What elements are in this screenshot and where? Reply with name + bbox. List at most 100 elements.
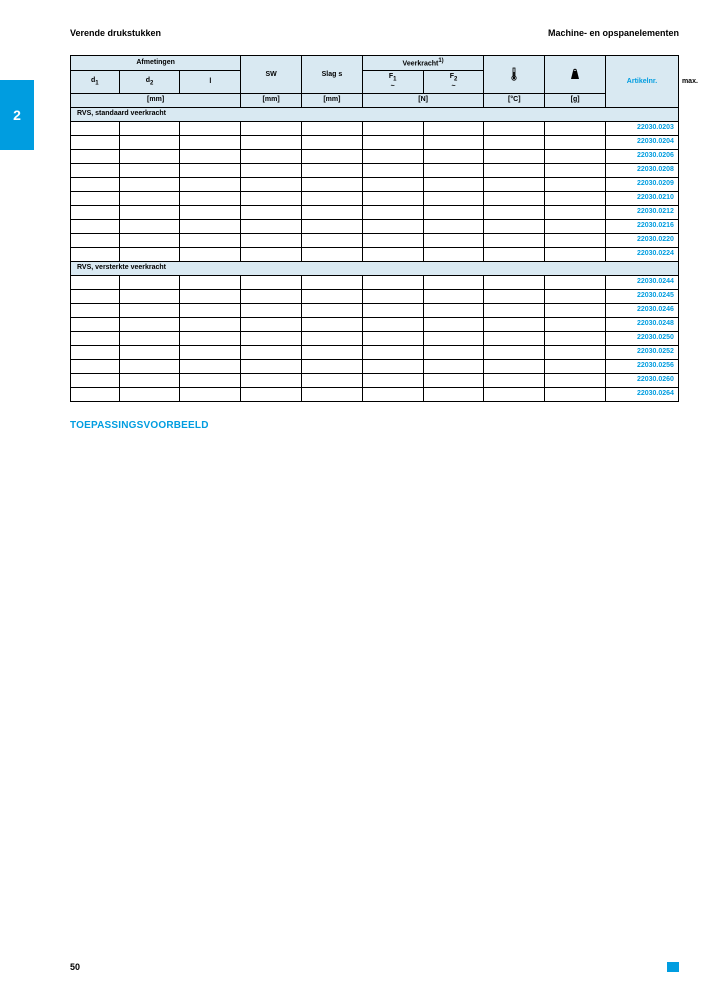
table-cell: [484, 219, 545, 233]
table-cell: [302, 359, 363, 373]
table-cell: [423, 387, 484, 401]
table-cell: [484, 373, 545, 387]
table-cell: [362, 247, 423, 261]
table-cell: [71, 345, 120, 359]
table-cell: [302, 247, 363, 261]
table-cell: [484, 191, 545, 205]
table-row: 22030.0212: [71, 205, 679, 219]
table-cell: [484, 135, 545, 149]
article-number-link[interactable]: 22030.0204: [606, 135, 679, 149]
table-cell: [119, 163, 180, 177]
table-cell: [302, 373, 363, 387]
table-cell: [119, 177, 180, 191]
table-cell: [362, 303, 423, 317]
table-cell: [119, 149, 180, 163]
table-cell: [302, 387, 363, 401]
table-cell: [545, 205, 606, 219]
article-number-link[interactable]: 22030.0245: [606, 289, 679, 303]
table-cell: [484, 345, 545, 359]
table-cell: [180, 387, 241, 401]
table-cell: [362, 331, 423, 345]
table-cell: [362, 317, 423, 331]
table-cell: [484, 275, 545, 289]
table-row: 22030.0244: [71, 275, 679, 289]
article-number-link[interactable]: 22030.0208: [606, 163, 679, 177]
table-cell: [180, 275, 241, 289]
article-number-link[interactable]: 22030.0252: [606, 345, 679, 359]
table-row: 22030.0209: [71, 177, 679, 191]
unit-mm-3: [mm]: [302, 93, 363, 107]
table-cell: [119, 359, 180, 373]
table-cell: [545, 359, 606, 373]
table-cell: [180, 149, 241, 163]
col-temp-icon: [484, 56, 545, 94]
table-cell: [119, 233, 180, 247]
table-cell: [423, 121, 484, 135]
table-cell: [119, 331, 180, 345]
section-header-cell: RVS, standaard veerkracht: [71, 107, 679, 121]
table-cell: [71, 317, 120, 331]
table-cell: [71, 191, 120, 205]
article-number-link[interactable]: 22030.0212: [606, 205, 679, 219]
table-cell: [423, 331, 484, 345]
table-cell: [362, 387, 423, 401]
article-number-link[interactable]: 22030.0244: [606, 275, 679, 289]
table-cell: [71, 233, 120, 247]
table-row: 22030.0216: [71, 219, 679, 233]
article-number-link[interactable]: 22030.0224: [606, 247, 679, 261]
table-cell: [180, 121, 241, 135]
table-cell: [484, 163, 545, 177]
table-body: RVS, standaard veerkracht22030.020322030…: [71, 107, 679, 401]
article-number-link[interactable]: 22030.0206: [606, 149, 679, 163]
table-cell: [362, 205, 423, 219]
table-cell: [71, 149, 120, 163]
article-number-link[interactable]: 22030.0210: [606, 191, 679, 205]
table-row: 22030.0252: [71, 345, 679, 359]
table-cell: [484, 387, 545, 401]
d2-sub: 2: [150, 80, 153, 86]
page-number: 50: [70, 962, 80, 972]
col-f2: F2~: [423, 71, 484, 94]
article-number-link[interactable]: 22030.0250: [606, 331, 679, 345]
table-cell: [241, 233, 302, 247]
table-cell: [545, 233, 606, 247]
article-number-link[interactable]: 22030.0256: [606, 359, 679, 373]
article-number-link[interactable]: 22030.0264: [606, 387, 679, 401]
article-number-link[interactable]: 22030.0220: [606, 233, 679, 247]
table-cell: [545, 303, 606, 317]
table-cell: [241, 191, 302, 205]
unit-mm-2: [mm]: [241, 93, 302, 107]
table-cell: [241, 303, 302, 317]
table-cell: [180, 289, 241, 303]
footer-logo-icon: [667, 962, 679, 972]
article-number-link[interactable]: 22030.0216: [606, 219, 679, 233]
table-cell: [545, 191, 606, 205]
table-cell: [302, 275, 363, 289]
article-number-link[interactable]: 22030.0209: [606, 177, 679, 191]
table-cell: [241, 373, 302, 387]
table-cell: [362, 345, 423, 359]
article-number-link[interactable]: 22030.0246: [606, 303, 679, 317]
table-cell: [362, 233, 423, 247]
table-cell: [423, 191, 484, 205]
table-cell: [484, 303, 545, 317]
table-cell: [241, 219, 302, 233]
table-cell: [119, 303, 180, 317]
thermometer-icon: [510, 67, 518, 81]
article-number-link[interactable]: 22030.0248: [606, 317, 679, 331]
table-cell: [119, 219, 180, 233]
table-row: 22030.0210: [71, 191, 679, 205]
f2-tilde: ~: [451, 83, 455, 90]
table-cell: [423, 317, 484, 331]
d1-sub: 1: [95, 80, 98, 86]
table-cell: [302, 177, 363, 191]
table-cell: [423, 289, 484, 303]
article-number-link[interactable]: 22030.0260: [606, 373, 679, 387]
table-cell: [119, 317, 180, 331]
veerkracht-sup: 1): [438, 58, 443, 64]
table-cell: [423, 205, 484, 219]
article-number-link[interactable]: 22030.0203: [606, 121, 679, 135]
table-cell: [484, 177, 545, 191]
table-cell: [302, 163, 363, 177]
spec-table: Afmetingen SW Slag s Veerkracht1): [70, 55, 679, 402]
